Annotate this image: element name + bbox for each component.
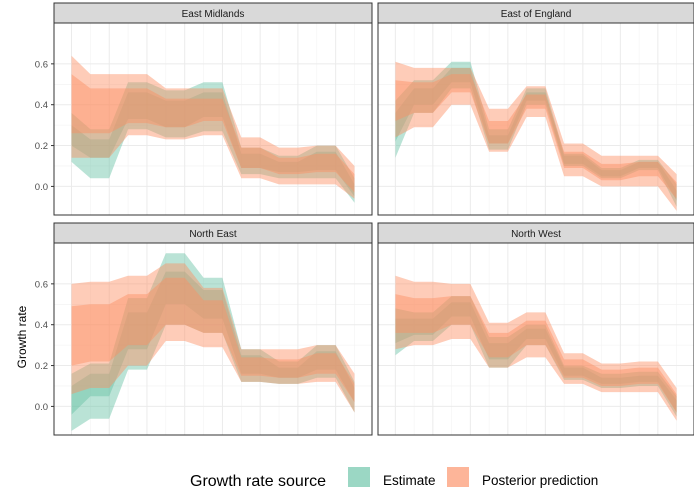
panel-background bbox=[54, 23, 372, 215]
prediction-inner-band bbox=[71, 277, 355, 403]
prediction-outer-band bbox=[71, 55, 355, 199]
facet-panel: East of England bbox=[377, 2, 694, 216]
y-tick-label: 0.4 bbox=[35, 320, 48, 331]
y-tick-label: 0.2 bbox=[35, 361, 48, 372]
legend-swatch-estimate bbox=[348, 467, 370, 487]
facet-title: North East bbox=[189, 229, 236, 240]
prediction-outer-band bbox=[395, 61, 677, 211]
facet-panel: North East 0.0 0.2 0.4 0.6 bbox=[35, 222, 373, 436]
facet-title: East Midlands bbox=[182, 9, 245, 20]
panel-border bbox=[53, 242, 373, 436]
estimate-inner-band bbox=[71, 271, 355, 415]
facet-panels: East Midlands 0.0 0.2 0.4 0.6 East of England… bbox=[35, 2, 694, 436]
facet-panel: North West bbox=[377, 222, 694, 436]
y-axis-title: Growth rate bbox=[15, 305, 29, 368]
prediction-inner-band bbox=[395, 294, 677, 413]
y-tick-label: 0.0 bbox=[35, 182, 48, 193]
panel-border bbox=[53, 22, 373, 216]
legend-label-estimate: Estimate bbox=[383, 473, 436, 488]
panel-background bbox=[54, 243, 372, 435]
legend-swatch-posterior-prediction bbox=[447, 467, 469, 487]
legend: Growth rate source Estimate Posterior pr… bbox=[190, 466, 598, 489]
estimate-inner-band bbox=[395, 67, 677, 201]
prediction-inner-band bbox=[71, 74, 355, 193]
estimate-outer-band bbox=[395, 61, 677, 207]
panel-border bbox=[377, 22, 694, 216]
estimate-inner-band bbox=[71, 92, 355, 197]
estimate-outer-band bbox=[395, 296, 677, 417]
legend-label-posterior-prediction: Posterior prediction bbox=[482, 473, 598, 488]
prediction-inner-band bbox=[395, 74, 677, 199]
y-tick-label: 0.0 bbox=[35, 402, 48, 413]
facet-title: North West bbox=[511, 229, 561, 240]
panel-border bbox=[377, 242, 694, 436]
prediction-outer-band bbox=[395, 275, 677, 421]
legend-title: Growth rate source bbox=[190, 473, 326, 489]
y-tick-label: 0.6 bbox=[35, 279, 48, 290]
panel-background bbox=[378, 243, 694, 435]
y-tick-label: 0.2 bbox=[35, 141, 48, 152]
facet-title: East of England bbox=[501, 9, 572, 20]
y-tick-label: 0.4 bbox=[35, 100, 48, 111]
estimate-outer-band bbox=[71, 82, 355, 203]
facet-panel: East Midlands 0.0 0.2 0.4 0.6 bbox=[35, 2, 373, 216]
y-tick-label: 0.6 bbox=[35, 59, 48, 70]
prediction-outer-band bbox=[71, 263, 355, 413]
estimate-outer-band bbox=[71, 253, 355, 431]
panel-background bbox=[378, 23, 694, 215]
